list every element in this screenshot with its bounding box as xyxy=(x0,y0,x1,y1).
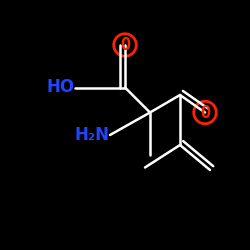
Text: HO: HO xyxy=(47,78,75,96)
Text: O: O xyxy=(200,104,210,122)
Text: H₂N: H₂N xyxy=(75,126,110,144)
Text: O: O xyxy=(120,36,130,54)
